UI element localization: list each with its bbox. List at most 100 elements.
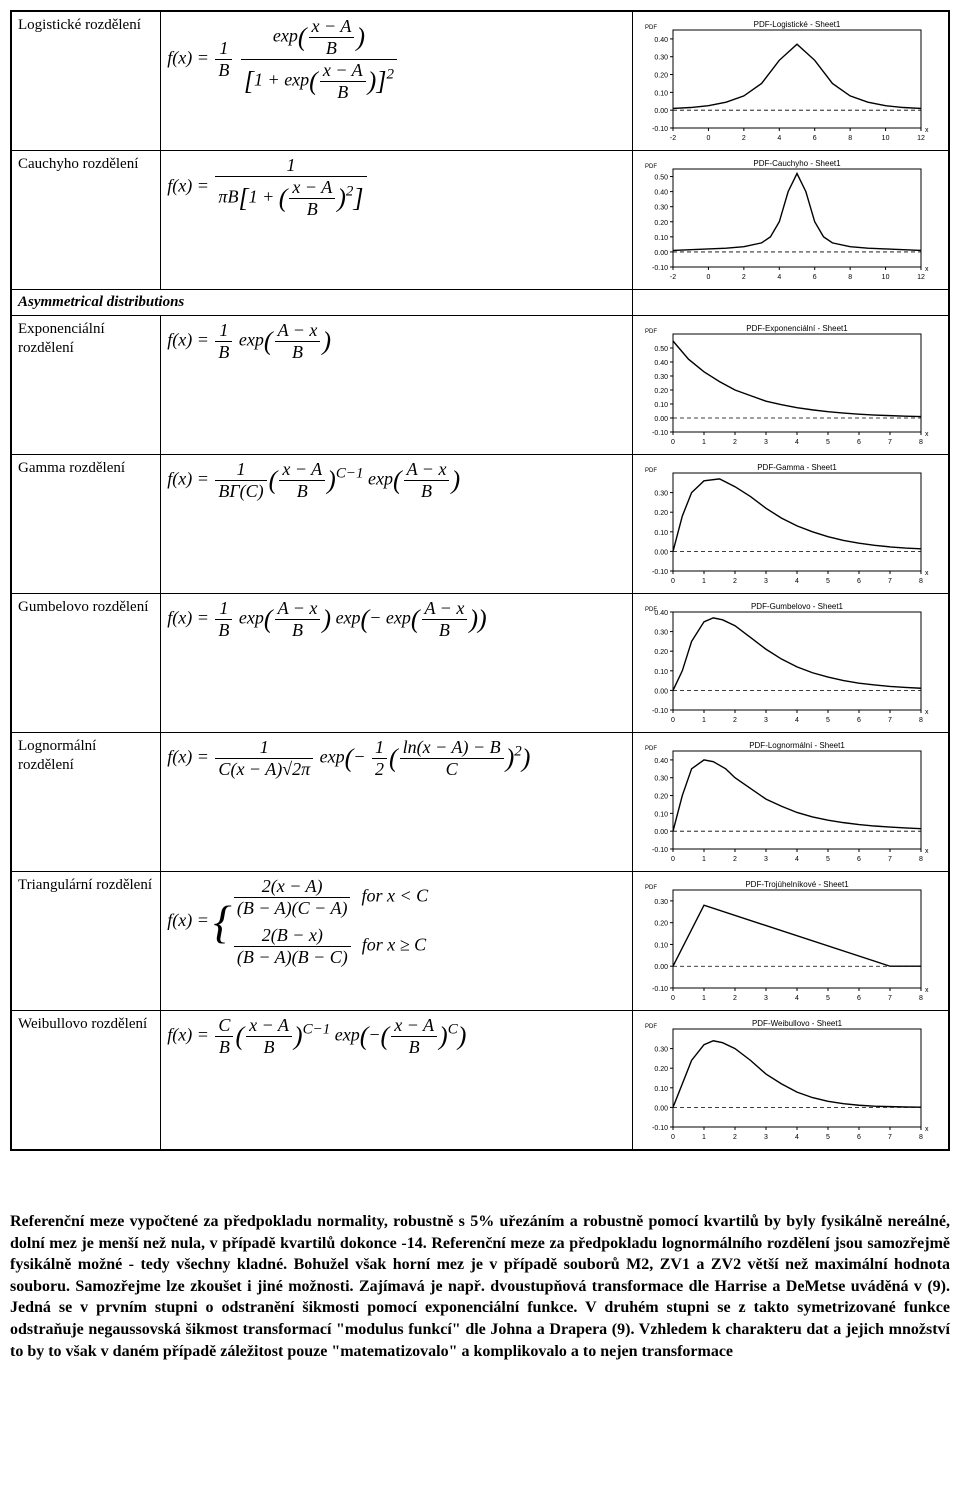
dist-formula: f(x) = 1C(x − A)√2π exp(− 12(ln(x − A) −… xyxy=(161,733,633,872)
svg-text:PDF-Cauchyho - Sheet1: PDF-Cauchyho - Sheet1 xyxy=(754,159,842,168)
svg-text:4: 4 xyxy=(795,439,799,446)
svg-text:2: 2 xyxy=(733,439,737,446)
svg-text:10: 10 xyxy=(882,274,890,281)
body-paragraph: Referenční meze vypočtené za předpokladu… xyxy=(10,1211,950,1362)
svg-text:12: 12 xyxy=(917,135,925,142)
svg-text:4: 4 xyxy=(795,856,799,863)
svg-text:0.20: 0.20 xyxy=(655,794,669,801)
svg-text:5: 5 xyxy=(826,439,830,446)
svg-text:0.50: 0.50 xyxy=(655,346,669,353)
svg-text:8: 8 xyxy=(919,439,923,446)
svg-text:0.10: 0.10 xyxy=(655,942,669,949)
svg-text:2: 2 xyxy=(733,856,737,863)
table-row: Logistické rozděleníf(x) = 1B exp(x − AB… xyxy=(11,11,949,151)
svg-text:0.00: 0.00 xyxy=(655,829,669,836)
svg-text:7: 7 xyxy=(888,1134,892,1141)
svg-text:0.10: 0.10 xyxy=(655,530,669,537)
svg-text:0.30: 0.30 xyxy=(655,491,669,498)
svg-text:PDF: PDF xyxy=(645,25,657,31)
dist-name: Triangulární rozdělení xyxy=(11,872,161,1011)
svg-text:0.00: 0.00 xyxy=(655,108,669,115)
svg-text:6: 6 xyxy=(857,856,861,863)
dist-name: Cauchyho rozdělení xyxy=(11,151,161,290)
svg-text:0.20: 0.20 xyxy=(655,921,669,928)
svg-text:x: x xyxy=(925,848,929,855)
dist-formula: f(x) = 1πB[1 + (x − AB)2] xyxy=(161,151,633,290)
svg-text:10: 10 xyxy=(882,135,890,142)
svg-text:3: 3 xyxy=(764,439,768,446)
svg-text:PDF: PDF xyxy=(645,468,657,474)
svg-text:PDF: PDF xyxy=(645,885,657,891)
table-row: Lognormální rozděleníf(x) = 1C(x − A)√2π… xyxy=(11,733,949,872)
svg-text:-0.10: -0.10 xyxy=(652,126,668,133)
svg-text:7: 7 xyxy=(888,995,892,1002)
svg-text:8: 8 xyxy=(919,717,923,724)
dist-name: Exponenciální rozdělení xyxy=(11,316,161,455)
svg-text:4: 4 xyxy=(795,1134,799,1141)
dist-chart: -0.100.000.100.200.30012345678PDF-Weibul… xyxy=(633,1011,949,1151)
svg-text:4: 4 xyxy=(795,578,799,585)
dist-chart: -0.100.000.100.200.300.400.50-2024681012… xyxy=(633,151,949,290)
svg-text:8: 8 xyxy=(919,578,923,585)
svg-text:PDF-Lognormální - Sheet1: PDF-Lognormální - Sheet1 xyxy=(749,741,845,750)
svg-text:PDF: PDF xyxy=(645,329,657,335)
svg-text:0.20: 0.20 xyxy=(655,1066,669,1073)
svg-text:0: 0 xyxy=(671,578,675,585)
svg-text:6: 6 xyxy=(857,439,861,446)
svg-text:0.40: 0.40 xyxy=(655,37,669,44)
svg-text:0.30: 0.30 xyxy=(655,776,669,783)
svg-text:6: 6 xyxy=(813,135,817,142)
svg-text:6: 6 xyxy=(857,717,861,724)
svg-text:1: 1 xyxy=(702,856,706,863)
svg-text:0.10: 0.10 xyxy=(655,669,669,676)
table-row: Cauchyho rozděleníf(x) = 1πB[1 + (x − AB… xyxy=(11,151,949,290)
svg-text:-0.10: -0.10 xyxy=(652,265,668,272)
svg-text:-0.10: -0.10 xyxy=(652,1125,668,1132)
dist-formula: f(x) = CB(x − AB)C−1 exp(−(x − AB)C) xyxy=(161,1011,633,1151)
dist-name: Gamma rozdělení xyxy=(11,455,161,594)
svg-text:x: x xyxy=(925,709,929,716)
svg-text:2: 2 xyxy=(733,1134,737,1141)
svg-text:1: 1 xyxy=(702,578,706,585)
svg-text:7: 7 xyxy=(888,717,892,724)
svg-text:0.40: 0.40 xyxy=(655,190,669,197)
svg-text:0.40: 0.40 xyxy=(655,758,669,765)
svg-text:0.40: 0.40 xyxy=(655,360,669,367)
svg-text:4: 4 xyxy=(778,135,782,142)
svg-text:0.30: 0.30 xyxy=(655,55,669,62)
svg-text:x: x xyxy=(925,431,929,438)
svg-text:-0.10: -0.10 xyxy=(652,986,668,993)
svg-text:PDF-Gumbelovo - Sheet1: PDF-Gumbelovo - Sheet1 xyxy=(751,602,844,611)
svg-text:5: 5 xyxy=(826,717,830,724)
table-row: Exponenciální rozděleníf(x) = 1B exp(A −… xyxy=(11,316,949,455)
svg-text:0: 0 xyxy=(671,439,675,446)
svg-text:5: 5 xyxy=(826,995,830,1002)
svg-text:-2: -2 xyxy=(670,274,676,281)
svg-text:0.00: 0.00 xyxy=(655,964,669,971)
svg-text:8: 8 xyxy=(919,995,923,1002)
section-header-blank xyxy=(633,290,949,316)
dist-chart: -0.100.000.100.200.300.400.50012345678PD… xyxy=(633,316,949,455)
svg-text:0.20: 0.20 xyxy=(655,510,669,517)
svg-text:3: 3 xyxy=(764,995,768,1002)
svg-text:0: 0 xyxy=(671,995,675,1002)
svg-text:8: 8 xyxy=(848,274,852,281)
svg-text:-0.10: -0.10 xyxy=(652,847,668,854)
svg-text:3: 3 xyxy=(764,717,768,724)
table-row: Gumbelovo rozděleníf(x) = 1B exp(A − xB)… xyxy=(11,594,949,733)
svg-text:PDF-Weibullovo - Sheet1: PDF-Weibullovo - Sheet1 xyxy=(752,1019,843,1028)
svg-text:0.00: 0.00 xyxy=(655,250,669,257)
svg-text:6: 6 xyxy=(857,995,861,1002)
svg-text:7: 7 xyxy=(888,578,892,585)
svg-text:0.20: 0.20 xyxy=(655,649,669,656)
svg-text:PDF: PDF xyxy=(645,164,657,170)
svg-text:PDF-Trojúhelníkové - Sheet1: PDF-Trojúhelníkové - Sheet1 xyxy=(746,880,850,889)
svg-text:PDF-Gamma - Sheet1: PDF-Gamma - Sheet1 xyxy=(757,463,837,472)
svg-text:x: x xyxy=(925,266,929,273)
svg-text:0.30: 0.30 xyxy=(655,630,669,637)
svg-text:4: 4 xyxy=(795,995,799,1002)
dist-chart: -0.100.000.100.200.30012345678PDF-Trojúh… xyxy=(633,872,949,1011)
dist-name: Gumbelovo rozdělení xyxy=(11,594,161,733)
dist-formula: f(x) = 1B exp(x − AB)[1 + exp(x − AB)]2 xyxy=(161,11,633,151)
dist-name: Lognormální rozdělení xyxy=(11,733,161,872)
